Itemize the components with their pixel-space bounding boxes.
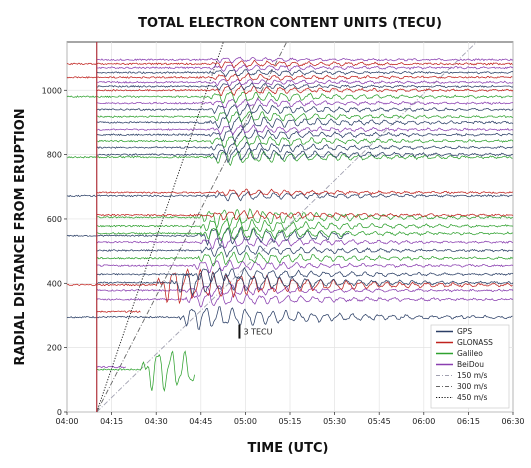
y-axis-ticks: 0 200 400 600 800 1000 <box>42 86 67 417</box>
y-tick-label: 800 <box>47 151 62 160</box>
legend-entry: 300 m/s <box>457 382 488 391</box>
trace-gps-548 <box>66 226 350 248</box>
trace-gps-862 <box>96 128 514 142</box>
legend-entry: 450 m/s <box>457 393 488 402</box>
legend: GPS GLONASS Galileo BeiDou 150 m/s 300 m/s 450… <box>430 324 510 409</box>
trace-galileo-132 <box>96 350 195 393</box>
trace-beidou-878 <box>96 124 514 136</box>
x-tick-label: 06:15 <box>457 417 480 426</box>
legend-entry: Galileo <box>457 349 483 358</box>
trace-galileo-980 <box>66 91 513 104</box>
legend-box <box>430 324 510 409</box>
trace-galileo-605 <box>96 208 514 229</box>
trace-gps-900 <box>96 115 514 131</box>
trace-gps-672 <box>66 190 513 202</box>
x-tick-label: 04:15 <box>100 417 123 426</box>
x-axis-label: TIME (UTC) <box>248 441 329 456</box>
legend-entry: 150 m/s <box>457 371 488 380</box>
trace-gps-822 <box>96 141 514 155</box>
trace-gps-295 <box>66 306 513 331</box>
y-tick-label: 400 <box>47 279 62 288</box>
legend-entry: GPS <box>457 327 472 336</box>
trace-gps-1055 <box>96 69 514 78</box>
trace-gps-940 <box>96 103 514 118</box>
trace-gps-800 <box>96 147 514 163</box>
scale-bar-label: 3 TECU <box>243 328 272 337</box>
x-tick-label: 05:00 <box>234 417 257 426</box>
trace-beidou-528 <box>96 235 513 250</box>
legend-entry: GLONASS <box>457 338 493 347</box>
plot-area: 3 TECU 04:00 04:15 04:30 04:45 05:00 05:15 05:… <box>42 41 525 426</box>
trace-gps-402 <box>96 271 514 296</box>
trace-beidou-378 <box>96 284 514 297</box>
speed-line-450 <box>96 41 224 413</box>
y-tick-label: 200 <box>47 344 62 353</box>
y-tick-label: 600 <box>47 215 62 224</box>
x-tick-label: 04:30 <box>145 417 168 426</box>
legend-entry: BeiDou <box>457 360 484 369</box>
trace-beidou-1070 <box>96 64 514 72</box>
trace-gps-1012 <box>96 82 514 91</box>
y-axis-label: RADIAL DISTANCE FROM ERUPTION <box>13 108 28 365</box>
trace-beidou-140 <box>96 365 126 369</box>
trace-glonass-612 <box>96 209 514 221</box>
trace-glonass-312 <box>96 310 141 313</box>
x-tick-label: 06:30 <box>501 417 524 426</box>
y-tick-label: 0 <box>57 408 62 417</box>
x-axis-ticks: 04:00 04:15 04:30 04:45 05:00 05:15 05:30 05:45… <box>55 412 525 426</box>
trace-glonass-1082 <box>66 59 513 69</box>
trace-gps-502 <box>96 245 514 258</box>
trace-galileo-842 <box>96 135 514 148</box>
trace-gps-428 <box>96 267 514 283</box>
trace-glonass-682 <box>96 188 513 197</box>
x-tick-label: 05:15 <box>278 417 301 426</box>
trace-beidou-1095 <box>96 56 514 64</box>
x-tick-label: 04:00 <box>55 417 78 426</box>
trace-beidou-455 <box>96 259 514 274</box>
trace-glonass-395 <box>67 268 513 305</box>
x-tick-label: 05:30 <box>323 417 346 426</box>
trace-beidou-960 <box>96 97 514 109</box>
trace-galileo-555 <box>96 226 514 241</box>
speed-line-150 <box>96 41 477 413</box>
trace-galileo-918 <box>96 111 514 123</box>
speed-line-300 <box>96 41 288 413</box>
scale-bar: 3 TECU <box>238 324 273 339</box>
trace-beidou-1025 <box>96 78 514 87</box>
x-tick-label: 06:00 <box>412 417 435 426</box>
tec-traces <box>66 56 514 393</box>
x-tick-label: 05:45 <box>368 417 391 426</box>
trace-glonass-1000 <box>96 84 514 97</box>
trace-glonass-1040 <box>66 72 513 81</box>
trace-galileo-478 <box>96 251 514 267</box>
trace-galileo-578 <box>96 216 514 236</box>
chart-title: TOTAL ELECTRON CONTENT UNITS (TECU) <box>138 16 442 31</box>
speed-lines <box>96 41 477 413</box>
x-tick-label: 04:45 <box>189 417 212 426</box>
trace-galileo-792 <box>66 150 513 167</box>
y-tick-label: 1000 <box>42 86 62 95</box>
